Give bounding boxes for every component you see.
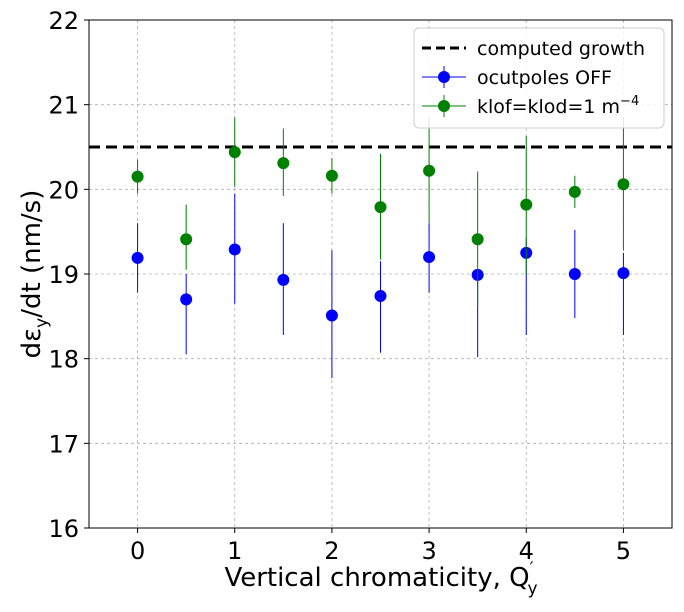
- y-tick-label: 18: [48, 346, 79, 374]
- legend-frame: [413, 27, 665, 129]
- data-point: [131, 251, 144, 264]
- data-point: [471, 233, 484, 246]
- x-axis-label: Vertical chromaticity, Q′ y: [224, 559, 537, 599]
- legend-marker-ocutpoles-off: [438, 71, 450, 83]
- x-tick-label: 5: [616, 537, 631, 565]
- data-point: [423, 164, 436, 177]
- series-2: [131, 117, 630, 307]
- data-point: [374, 201, 387, 214]
- x-tick-label: 0: [130, 537, 145, 565]
- y-tick-label: 20: [48, 176, 79, 204]
- x-tick-label: 1: [227, 537, 242, 565]
- y-axis-label-sub: y: [32, 318, 52, 328]
- series-1: [131, 193, 630, 379]
- x-axis-label-sub: y: [527, 579, 537, 599]
- x-tick-label: 2: [324, 537, 339, 565]
- data-point: [228, 243, 241, 256]
- data-point: [568, 185, 581, 198]
- data-point: [277, 157, 290, 170]
- data-point: [131, 170, 144, 183]
- data-point: [277, 273, 290, 286]
- legend-label-klof-klod-sup: −4: [620, 94, 639, 109]
- data-point: [180, 233, 193, 246]
- legend-marker-klof-klod: [438, 100, 450, 112]
- data-point: [617, 178, 630, 191]
- y-axis-label: dεy/dt (nm/s): [17, 190, 52, 359]
- series-layer: [131, 117, 630, 379]
- data-point: [423, 251, 436, 264]
- data-point: [374, 290, 387, 303]
- x-axis-label-sup: ′: [530, 559, 534, 579]
- x-tick-label: 3: [421, 537, 436, 565]
- data-point: [325, 309, 338, 322]
- data-point: [180, 293, 193, 306]
- y-tick-label: 16: [48, 515, 79, 543]
- x-tick-label: 4: [519, 537, 534, 565]
- legend: computed growth ocutpoles OFF klof=klod=…: [413, 27, 665, 129]
- data-point: [568, 268, 581, 280]
- axis-ticks: 0 1 2 3 4 5 16 17 18 19 20 21 22: [48, 7, 631, 565]
- data-point: [228, 146, 241, 159]
- data-point: [325, 169, 338, 182]
- y-tick-label: 17: [48, 430, 79, 458]
- data-point: [520, 198, 533, 211]
- legend-label-computed-growth: computed growth: [477, 38, 645, 60]
- data-point: [617, 267, 630, 280]
- y-tick-label: 19: [48, 261, 79, 289]
- legend-label-ocutpoles-off: ocutpoles OFF: [477, 67, 612, 89]
- y-tick-label: 21: [48, 92, 79, 120]
- legend-label-klof-klod: klof=klod=1 m−4: [477, 94, 639, 118]
- y-tick-label: 22: [48, 7, 79, 35]
